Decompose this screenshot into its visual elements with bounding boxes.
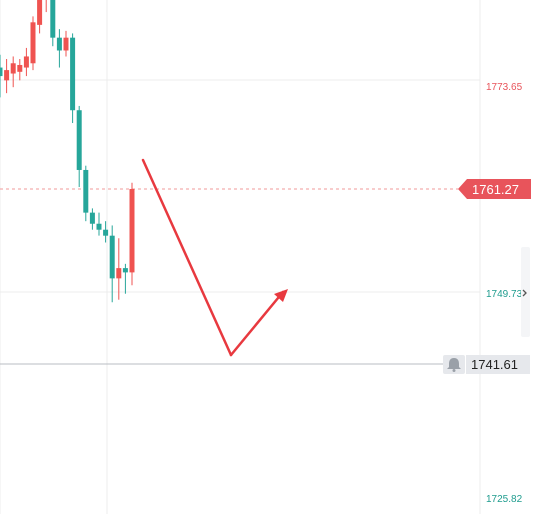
candle-body — [50, 0, 56, 38]
candle-body — [63, 37, 69, 51]
candle-body — [10, 63, 16, 74]
alert-price-label: 1741.61 — [471, 357, 518, 372]
y-tick-label: 1749.73 — [486, 289, 523, 300]
current-price-label: 1761.27 — [472, 182, 519, 197]
candle-body — [89, 212, 95, 224]
candle-body — [0, 67, 3, 77]
candle-body — [129, 189, 135, 273]
candle-body — [76, 110, 82, 170]
candle-body — [30, 22, 36, 64]
arrow-down-line — [141, 158, 233, 357]
candle-body — [17, 64, 23, 72]
axis-scroll-handle[interactable] — [521, 247, 530, 337]
candle-body — [70, 37, 76, 111]
y-tick-label: 1773.65 — [486, 82, 523, 93]
current-price-tag: 1761.27 — [458, 179, 531, 199]
alert-price-bg — [466, 355, 530, 374]
arrow-up-line — [229, 290, 285, 357]
drawn-arrow[interactable] — [141, 158, 288, 357]
current-price-tag-bg — [458, 179, 531, 199]
candle-body — [122, 268, 128, 273]
grid — [0, 0, 481, 514]
candle-body — [116, 268, 122, 279]
candle-body — [83, 169, 89, 213]
candle-body — [103, 229, 109, 236]
y-tick-label: 1725.82 — [486, 494, 523, 505]
chevron-right-icon[interactable] — [522, 289, 527, 297]
candle-body — [109, 235, 115, 279]
candle-body — [23, 56, 29, 68]
bell-icon[interactable] — [447, 358, 461, 372]
candles-group — [0, 0, 135, 303]
arrowhead-icon — [274, 289, 288, 302]
candle-body — [96, 223, 102, 230]
candle-body — [4, 70, 10, 81]
alert-tag[interactable]: 1741.61 — [443, 355, 530, 374]
candle-body — [37, 0, 43, 25]
candle-body — [56, 37, 62, 51]
